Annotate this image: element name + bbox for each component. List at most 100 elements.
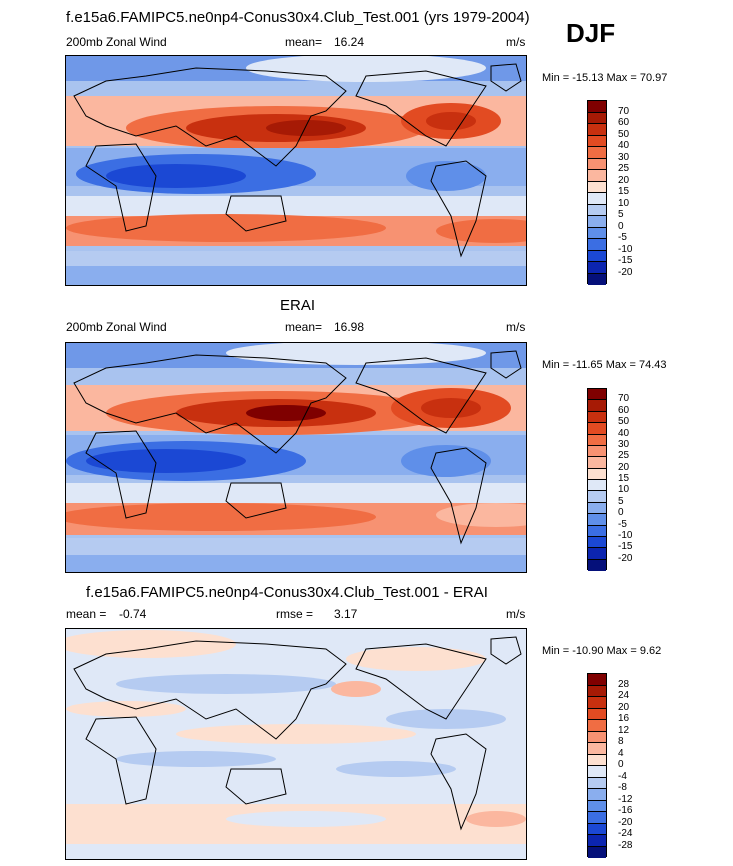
panel1-header: f.e15a6.FAMIPC5.ne0np4-Conus30x4.Club_Te… [66, 9, 530, 26]
panel3-rmse-label: rmse = [276, 607, 314, 621]
panel2-colorbar-swatch [588, 559, 606, 571]
panel3-colorbar-tick-label: -4 [618, 770, 627, 782]
panel1-colorbar-tick-label: 5 [618, 209, 624, 220]
panel3-colorbar-swatch [588, 708, 606, 720]
panel2-colorbar-swatch [588, 389, 606, 401]
panel3-minmax: Min = -10.90 Max = 9.62 [542, 645, 662, 657]
panel2-colorbar-tick-label: 60 [618, 404, 630, 416]
panel1-colorbar [587, 100, 607, 285]
panel1-colorbar-tick-label: 60 [618, 117, 630, 128]
panel3-colorbar-swatch [588, 800, 606, 812]
panel2-units: m/s [506, 320, 526, 334]
panel3-units: m/s [506, 607, 526, 621]
panel2-colorbar-tick-label: -10 [618, 529, 633, 541]
panel3-colorbar-tick-label: 20 [618, 701, 630, 713]
panel2-colorbar-swatch [588, 434, 606, 446]
panel2-colorbar-swatch [588, 400, 606, 412]
panel3-map [65, 628, 527, 860]
panel1-colorbar-tick-label: 10 [618, 197, 630, 209]
panel2-colorbar-tick-label: -20 [618, 552, 633, 564]
panel1-colorbar-tick-label: -5 [618, 232, 627, 243]
panel1-colorbar-swatch [588, 216, 606, 228]
panel1-colorbar-tick-label: 40 [618, 140, 630, 151]
panel2-wind-field [66, 343, 526, 572]
panel2-colorbar-swatch [588, 514, 606, 526]
panel2-colorbar-swatch [588, 536, 606, 549]
panel3-colorbar [587, 673, 607, 858]
panel3-rmse-value: 3.17 [334, 607, 358, 621]
panel3-colorbar-tick-label: -28 [618, 839, 633, 851]
panel3-colorbar-swatch [588, 766, 606, 778]
panel3-mean-value: -0.74 [119, 607, 147, 621]
panel3-colorbar-tick-label: -8 [618, 782, 627, 793]
panel2-colorbar-tick-label: 5 [618, 495, 624, 507]
panel2-header: ERAI [280, 297, 316, 314]
panel2-colorbar-tick-label: -15 [618, 541, 633, 553]
panel2-variable-label: 200mb Zonal Wind [66, 320, 167, 334]
panel3-colorbar-tick-label: 0 [618, 759, 624, 770]
panel2-minmax: Min = -11.65 Max = 74.43 [542, 359, 667, 371]
panel2-colorbar-swatch [588, 491, 606, 503]
panel3-colorbar-swatch [588, 846, 606, 858]
panel3-colorbar-tick-label: -12 [618, 793, 633, 805]
panel3-colorbar-tick-label: 8 [618, 736, 624, 747]
panel1-colorbar-swatch [588, 193, 606, 205]
panel1-colorbar-swatch [588, 262, 606, 274]
panel3-colorbar-tick-label: 16 [618, 713, 630, 724]
panel3-colorbar-tick-label: -16 [618, 805, 633, 816]
panel3-colorbar-tick-label: -24 [618, 828, 633, 839]
panel1-variable-label: 200mb Zonal Wind [66, 35, 167, 49]
panel2-colorbar-tick-label: 30 [618, 438, 630, 450]
panel2-map [65, 342, 527, 573]
panel2-mean-label: mean= [285, 320, 323, 334]
panel3-colorbar-tick-label: 24 [618, 690, 630, 701]
panel3-colorbar-swatch [588, 720, 606, 732]
panel1-colorbar-tick-label: 30 [618, 151, 630, 163]
panel3-colorbar-swatch [588, 823, 606, 835]
panel1-colorbar-swatch [588, 170, 606, 182]
panel1-mean-label: mean= [285, 35, 323, 49]
panel3-colorbar-swatch [588, 777, 606, 789]
panel1-mean-value: 16.24 [334, 35, 365, 49]
panel1-colorbar-tick-label: 50 [618, 128, 630, 140]
season-label: DJF [566, 18, 616, 48]
panel3-colorbar-swatch [588, 789, 606, 801]
panel3-difference-field [66, 629, 526, 859]
panel2-colorbar-tick-label: 50 [618, 416, 630, 428]
panel2-colorbar-tick-label: 40 [618, 427, 630, 439]
panel2-colorbar-tick-label: 0 [618, 507, 624, 519]
panel1-units: m/s [506, 35, 526, 49]
panel3-colorbar-swatch [588, 685, 606, 697]
panel1-colorbar-tick-label: 0 [618, 220, 624, 232]
panel2-colorbar-swatch [588, 411, 606, 424]
panel2-colorbar-swatch [588, 457, 606, 469]
panel1-colorbar-swatch [588, 101, 606, 113]
panel1-colorbar-tick-label: 25 [618, 163, 630, 174]
panel1-colorbar-swatch [588, 147, 606, 159]
panel2-colorbar-tick-label: 25 [618, 450, 630, 462]
panel1-minmax: Min = -15.13 Max = 70.97 [542, 72, 668, 84]
panel1-colorbar-swatch [588, 181, 606, 193]
panel3-colorbar-tick-label: 28 [618, 678, 630, 690]
panel3-colorbar-swatch [588, 835, 606, 847]
panel1-colorbar-swatch [588, 158, 606, 170]
panel3-colorbar-tick-label: 4 [618, 747, 624, 759]
panel3-colorbar-swatch [588, 674, 606, 686]
panel2-colorbar-swatch [588, 502, 606, 515]
panel1-colorbar-tick-label: -15 [618, 255, 633, 266]
panel2-colorbar-swatch [588, 480, 606, 492]
panel3-colorbar-tick-label: -20 [618, 816, 633, 828]
panel3-colorbar-swatch [588, 731, 606, 743]
panel2-mean-value: 16.98 [334, 320, 365, 334]
panel1-colorbar-tick-label: 20 [618, 174, 630, 186]
panel1-colorbar-tick-label: 70 [618, 105, 630, 117]
panel3-header: f.e15a6.FAMIPC5.ne0np4-Conus30x4.Club_Te… [86, 584, 488, 601]
panel2-colorbar-swatch [588, 423, 606, 435]
panel2-colorbar [587, 388, 607, 571]
panel3-colorbar-swatch [588, 754, 606, 766]
panel2-colorbar-tick-label: 20 [618, 461, 630, 473]
panel3-colorbar-swatch [588, 743, 606, 755]
panel3-mean-label: mean = [66, 607, 107, 621]
panel1-colorbar-swatch [588, 239, 606, 251]
panel1-colorbar-swatch [588, 124, 606, 136]
